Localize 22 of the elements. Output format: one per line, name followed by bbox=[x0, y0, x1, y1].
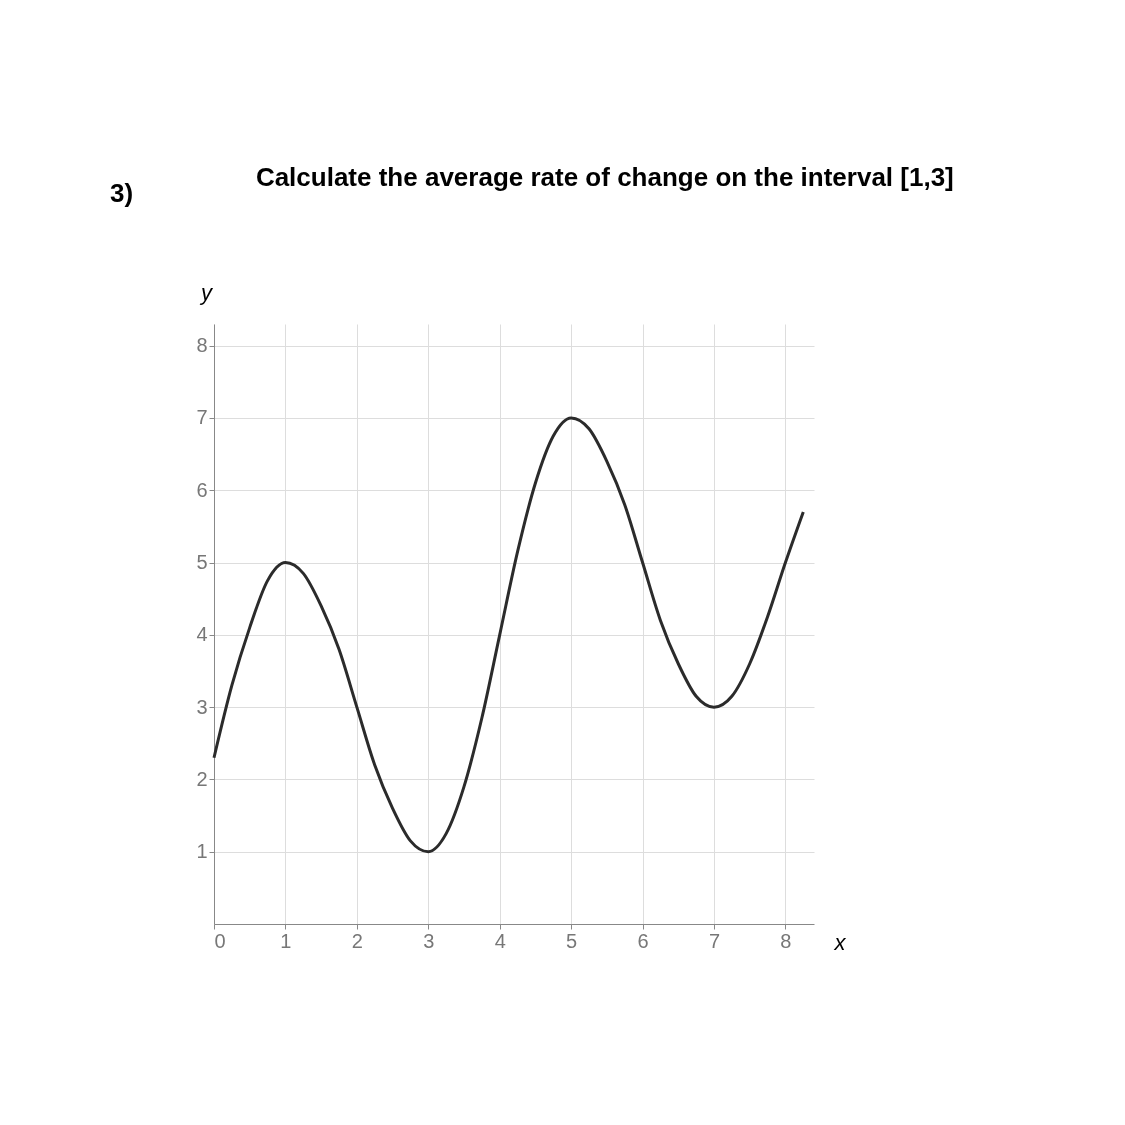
x-tick-label: 7 bbox=[708, 929, 721, 952]
chart-title: Calculate the average rate of change on the interval [1,3] bbox=[255, 162, 954, 192]
x-tick-label: 1 bbox=[280, 929, 292, 952]
x-tick-label: 5 bbox=[566, 929, 578, 952]
y-tick-label: 7 bbox=[196, 406, 208, 429]
y-tick-label: 2 bbox=[196, 767, 208, 790]
y-tick-label: 4 bbox=[196, 623, 208, 646]
x-tick-label: 0 bbox=[214, 929, 226, 952]
y-tick-label: 5 bbox=[196, 551, 208, 574]
x-tick-label: 6 bbox=[637, 929, 649, 952]
text: 3) bbox=[110, 178, 134, 209]
y-tick-label: 1 bbox=[196, 840, 208, 863]
line-series bbox=[212, 416, 805, 854]
y-tick-label: 6 bbox=[196, 478, 208, 501]
y-tick-label: 8 bbox=[196, 334, 208, 357]
x-tick-label: 8 bbox=[780, 929, 792, 952]
y-axis-title: y bbox=[199, 279, 214, 305]
x-tick-label: 4 bbox=[494, 929, 506, 952]
y-tick-label: 3 bbox=[196, 695, 208, 718]
x-tick-label: 3 bbox=[423, 929, 435, 952]
x-axis-title: x bbox=[833, 929, 847, 955]
x-tick-label: 2 bbox=[351, 929, 363, 952]
